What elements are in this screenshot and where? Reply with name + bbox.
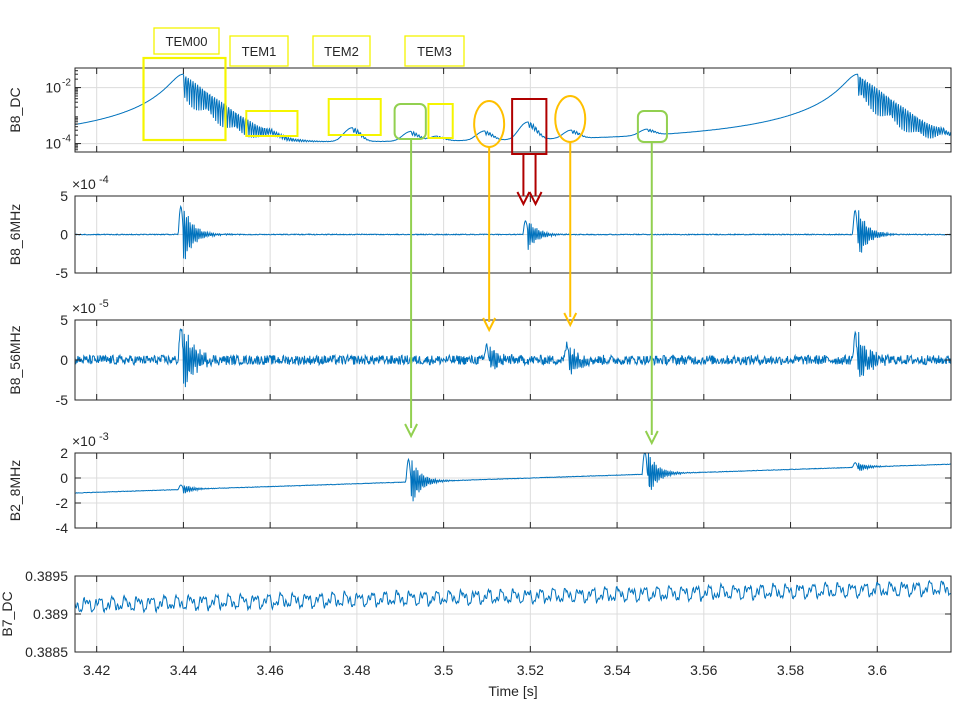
x-axis: 3.42 3.44 3.46 3.48 3.5 3.52 3.54 3.56 3.58 3.6 T… <box>83 662 887 699</box>
red-marker <box>511 98 548 155</box>
arrow-head <box>404 423 418 439</box>
x-tick-label: 3.42 <box>83 662 110 678</box>
y-tick-label: 0 <box>60 352 68 368</box>
y-tick-label: 0.389 <box>33 606 68 622</box>
exponent-power: -4 <box>99 174 109 186</box>
tem2-box <box>327 98 382 136</box>
label-box-tem2 <box>312 35 371 67</box>
series-line <box>74 328 952 388</box>
plot-panels: 10 -410 -2B8_DC-505×10 -4B8_6MHz-505×10 -5B8… <box>0 67 952 660</box>
panel-b8-56mhz: -505×10 -5B8_56MHz <box>7 298 952 408</box>
orange-marker-2 <box>554 95 587 143</box>
y-tick-label: -2 <box>56 495 69 511</box>
label-box-tem1 <box>229 35 289 67</box>
x-tick-label: 3.58 <box>777 662 804 678</box>
x-tick-label: 3.46 <box>257 662 284 678</box>
panel-b2-8mhz: -4 -2 0 2×10 -3 B2_8MHz <box>7 431 952 536</box>
y-axis-label: B8_56MHz <box>7 325 23 394</box>
series-line <box>74 452 951 502</box>
label-tem2: TEM2 <box>324 44 359 59</box>
label-box-tem00 <box>153 27 220 55</box>
exponent-power: -5 <box>99 298 109 310</box>
arrow-head <box>563 312 578 328</box>
y-axis-label: B8_DC <box>7 87 23 132</box>
y-tick-label: 5 <box>60 312 68 328</box>
y-axis-label: B7_DC <box>0 591 15 636</box>
arrow-orange-2 <box>563 142 578 328</box>
label-box-tem3 <box>404 35 465 67</box>
x-tick-label: 3.48 <box>343 662 370 678</box>
series-line <box>74 204 952 260</box>
x-tick-label: 3.5 <box>434 662 454 678</box>
exponent-label: ×10 <box>72 433 96 449</box>
green-marker-1 <box>393 103 427 140</box>
y-tick-label: 5 <box>60 188 68 204</box>
y-tick-label: 10 <box>45 136 61 152</box>
arrow-green-1 <box>404 139 418 439</box>
x-tick-label: 3.44 <box>170 662 197 678</box>
y-tick-label-exp: -2 <box>62 78 71 89</box>
series-line <box>74 579 952 614</box>
tem3-box <box>427 103 454 139</box>
exponent-label: ×10 <box>72 300 96 316</box>
exponent-power: -3 <box>99 431 109 443</box>
arrow-head <box>644 430 659 446</box>
label-tem1: TEM1 <box>242 44 277 59</box>
panel-b7-dc: 0.3885 0.389 0.3895 B7_DC <box>0 568 952 660</box>
y-tick-label: 10 <box>45 80 61 96</box>
arrow-green-2 <box>644 142 659 446</box>
x-axis-label: Time [s] <box>488 683 537 699</box>
arrow-red-2 <box>528 154 543 207</box>
annotations <box>142 56 668 446</box>
tem1-box <box>245 110 299 137</box>
arrow-red-1 <box>516 154 531 207</box>
y-tick-label: 0 <box>60 470 68 486</box>
y-tick-label: -5 <box>56 392 69 408</box>
y-tick-label: -5 <box>56 265 69 281</box>
label-tem3: TEM3 <box>417 44 452 59</box>
arrow-head <box>516 191 531 207</box>
panel-b8-6mhz: -5 0 5×10 -4 B8_6MHz <box>7 174 952 281</box>
label-tem00: TEM00 <box>166 34 208 49</box>
x-tick-label: 3.6 <box>868 662 888 678</box>
exponent-label: ×10 <box>72 176 96 192</box>
arrow-orange-1 <box>482 147 497 333</box>
x-tick-label: 3.54 <box>603 662 630 678</box>
y-axis-label: B8_6MHz <box>7 204 23 265</box>
y-tick-label: -4 <box>56 520 69 536</box>
y-tick-label-exp: -4 <box>62 134 71 145</box>
axes-box <box>74 452 952 529</box>
arrow-head <box>482 317 497 333</box>
tem00-box <box>142 56 227 142</box>
x-tick-label: 3.56 <box>690 662 717 678</box>
y-tick-label: 2 <box>60 445 68 461</box>
y-axis-label: B2_8MHz <box>7 460 23 521</box>
x-tick-label: 3.52 <box>517 662 544 678</box>
y-tick-label: 0 <box>60 227 68 243</box>
y-tick-label: 0.3885 <box>25 644 68 660</box>
orange-marker-1 <box>473 100 506 148</box>
green-marker-2 <box>636 110 668 143</box>
arrow-head <box>528 191 543 207</box>
mode-labels: TEM00 TEM1 TEM2 TEM3 <box>153 27 465 67</box>
x-tick-labels: 3.42 3.44 3.46 3.48 3.5 3.52 3.54 3.56 3.58 3.6 <box>83 662 887 678</box>
y-tick-label: 0.3895 <box>25 568 68 584</box>
